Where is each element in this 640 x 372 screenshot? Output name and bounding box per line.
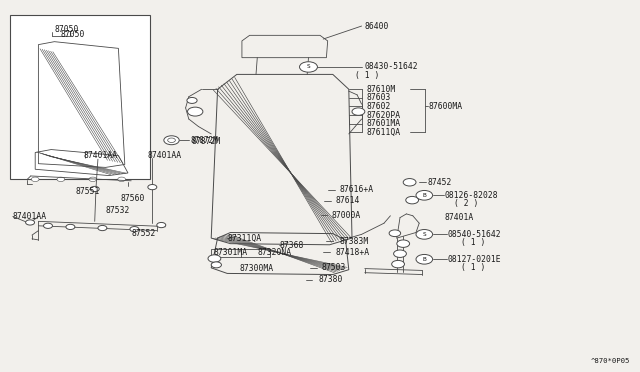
- Text: 87551: 87551: [76, 187, 100, 196]
- Text: 87300MA: 87300MA: [240, 264, 274, 273]
- Text: 87383M: 87383M: [339, 237, 369, 246]
- Circle shape: [188, 107, 203, 116]
- Text: 87380: 87380: [318, 275, 342, 284]
- Circle shape: [211, 262, 221, 268]
- Text: 08127-0201E: 08127-0201E: [448, 255, 502, 264]
- Text: 87610M: 87610M: [366, 85, 396, 94]
- Text: S: S: [307, 64, 310, 70]
- Text: 87418+A: 87418+A: [335, 248, 369, 257]
- Text: 87532: 87532: [106, 206, 130, 215]
- Text: 87600MA: 87600MA: [429, 102, 463, 111]
- Circle shape: [208, 255, 221, 262]
- Text: 08540-51642: 08540-51642: [448, 230, 502, 239]
- Text: B: B: [422, 257, 426, 262]
- Text: 87401AA: 87401AA: [13, 212, 47, 221]
- Text: ( 2 ): ( 2 ): [454, 199, 479, 208]
- Text: 08126-82028: 08126-82028: [445, 191, 499, 200]
- Circle shape: [389, 230, 401, 237]
- Circle shape: [157, 222, 166, 228]
- Text: ( 1 ): ( 1 ): [355, 71, 380, 80]
- Circle shape: [416, 254, 433, 264]
- Text: 87050: 87050: [61, 30, 85, 39]
- Text: 87368: 87368: [280, 241, 304, 250]
- Circle shape: [403, 179, 416, 186]
- Text: ^870*0P05: ^870*0P05: [591, 358, 630, 364]
- Text: 08430-51642: 08430-51642: [365, 62, 419, 71]
- Circle shape: [416, 230, 433, 239]
- Text: 87301MA: 87301MA: [213, 248, 247, 257]
- Circle shape: [300, 62, 317, 72]
- Text: 87616+A: 87616+A: [339, 185, 373, 194]
- Circle shape: [168, 138, 175, 142]
- Circle shape: [31, 177, 39, 182]
- Circle shape: [98, 225, 107, 231]
- Text: 87452: 87452: [428, 178, 452, 187]
- Circle shape: [392, 260, 404, 268]
- Text: 87401AA: 87401AA: [83, 151, 117, 160]
- Text: |: |: [83, 153, 86, 158]
- Text: 87620PA: 87620PA: [366, 111, 400, 120]
- Text: S: S: [422, 232, 426, 237]
- Bar: [211, 249, 270, 257]
- Circle shape: [416, 190, 433, 200]
- Text: 87401A: 87401A: [445, 213, 474, 222]
- Text: 87560: 87560: [120, 194, 145, 203]
- Text: 87552: 87552: [131, 229, 156, 238]
- Text: 87872M: 87872M: [192, 137, 221, 146]
- Text: 87872M: 87872M: [191, 136, 218, 145]
- Circle shape: [44, 223, 52, 228]
- Text: 87503: 87503: [322, 263, 346, 272]
- Text: ( 1 ): ( 1 ): [461, 263, 485, 272]
- Text: B: B: [422, 193, 426, 198]
- Text: 87601MA: 87601MA: [366, 119, 400, 128]
- Text: ( 1 ): ( 1 ): [461, 238, 485, 247]
- Circle shape: [187, 97, 197, 103]
- Bar: [10, 15, 150, 179]
- Circle shape: [164, 136, 179, 145]
- Text: 86400: 86400: [365, 22, 389, 31]
- Text: 87311QA: 87311QA: [227, 234, 261, 243]
- Text: 87602: 87602: [366, 102, 390, 111]
- Circle shape: [352, 108, 365, 115]
- Circle shape: [89, 177, 97, 182]
- Text: 87614: 87614: [335, 196, 360, 205]
- Circle shape: [26, 220, 35, 225]
- Text: 87401AA: 87401AA: [147, 151, 181, 160]
- Circle shape: [394, 250, 406, 257]
- Circle shape: [66, 224, 75, 230]
- Circle shape: [397, 240, 410, 247]
- Circle shape: [90, 186, 99, 192]
- Text: 87611QA: 87611QA: [366, 128, 400, 137]
- Circle shape: [118, 177, 125, 182]
- Circle shape: [406, 196, 419, 204]
- Text: 87050: 87050: [54, 25, 79, 34]
- Circle shape: [57, 177, 65, 182]
- Text: 87320NA: 87320NA: [258, 248, 292, 257]
- Text: 87603: 87603: [366, 93, 390, 102]
- Circle shape: [148, 185, 157, 190]
- Text: 87000A: 87000A: [332, 211, 361, 219]
- Circle shape: [130, 227, 139, 232]
